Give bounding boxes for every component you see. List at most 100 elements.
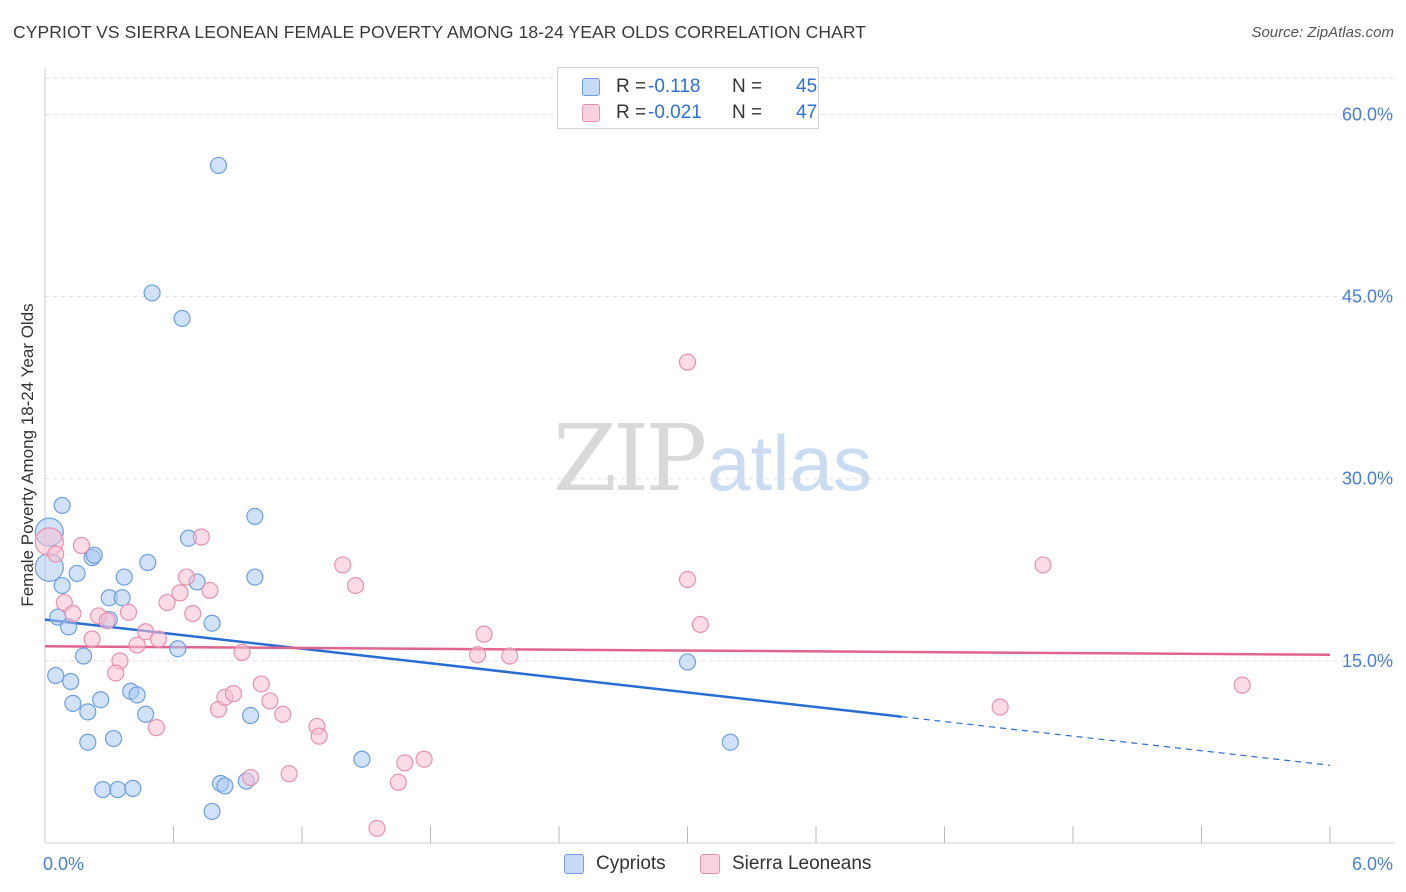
sierra-leonean-point (158, 593, 176, 612)
cypriot-point (128, 686, 146, 704)
cypriot-point (124, 779, 142, 797)
trend-lines (44, 618, 1331, 766)
sierra-leonean-point (201, 581, 219, 600)
cypriot-point (143, 284, 161, 302)
sierra-leonean-point (233, 643, 251, 661)
sierra-leonean-point (47, 545, 65, 563)
cypriot-point (139, 553, 157, 572)
legend-swatch-pink (582, 104, 600, 122)
cypriot-point (203, 614, 221, 632)
sierra-leonean-point (991, 698, 1009, 716)
cypriot-point (246, 568, 264, 586)
sierra-leonean-point (396, 754, 414, 772)
legend-n-value: 45 (796, 76, 818, 97)
cypriot-point (216, 777, 234, 795)
sierra-leonean-point (107, 664, 125, 682)
legend-r-label: R = (616, 102, 647, 123)
cypriot-point (353, 750, 371, 768)
cypriot-point (115, 568, 133, 586)
sierra-leonean-trend-line (44, 645, 1331, 657)
cypriot-point (678, 653, 697, 671)
y-tick-label: 45.0% (1342, 287, 1393, 307)
cypriot-point (79, 703, 97, 721)
cypriot-point (137, 705, 155, 723)
sierra-leonean-point (137, 623, 155, 641)
sierra-leonean-point (469, 646, 487, 664)
legend-r-value: -0.118 (648, 76, 701, 97)
x-tick-label: 6.0% (1352, 854, 1393, 874)
sierra-leonean-point (415, 750, 433, 768)
cypriot-trend-line (44, 618, 902, 718)
cypriot-point (92, 691, 110, 709)
sierra-leonean-point (678, 353, 697, 371)
sierra-leonean-point (389, 773, 407, 791)
sierra-leonean-point (1034, 556, 1052, 574)
legend-label-sierra-leoneans: Sierra Leoneans (732, 853, 872, 874)
chart-title: CYPRIOT VS SIERRA LEONEAN FEMALE POVERTY… (13, 22, 867, 42)
y-tick-label: 60.0% (1342, 104, 1393, 124)
cypriot-point (53, 496, 71, 515)
cypriot-point (79, 733, 97, 751)
cypriot-point (64, 694, 82, 712)
cypriot-point (109, 780, 127, 799)
cypriot-point (62, 672, 80, 691)
legend-r-value: -0.021 (648, 102, 702, 123)
sierra-leonean-point (310, 727, 328, 745)
sierra-leonean-point (475, 625, 493, 643)
legend-label-cypriots: Cypriots (596, 853, 666, 874)
cypriot-point (74, 647, 93, 665)
sierra-leonean-point (252, 675, 270, 693)
sierra-leonean-point (83, 630, 101, 648)
sierra-leonean-point (171, 584, 189, 602)
sierra-leonean-point (678, 570, 697, 589)
sierra-leonean-point (274, 705, 292, 723)
axes (44, 68, 1395, 844)
cypriot-point (169, 640, 187, 658)
sierra-leonean-point (280, 765, 298, 783)
sierra-leonean-point (224, 685, 243, 703)
legend-n-label: N = (732, 76, 763, 97)
sierra-leonean-point (119, 603, 138, 621)
sierra-leonean-point (149, 630, 168, 648)
cypriot-point (242, 706, 260, 725)
sierra-leonean-point (334, 556, 352, 574)
cypriot-point (68, 564, 86, 583)
source-label: Source: ZipAtlas.com (1251, 24, 1394, 41)
legend-item-cypriots[interactable]: Cypriots (564, 852, 666, 876)
sierra-leonean-point (98, 612, 116, 630)
sierra-leonean-point (368, 819, 386, 838)
cypriot-point (113, 589, 131, 607)
cypriot-point (53, 576, 71, 595)
sierra-leonean-point (691, 615, 709, 634)
cypriot-point (173, 309, 191, 328)
data-points (34, 156, 1251, 838)
cypriot-point (209, 156, 228, 175)
cypriot-point (94, 780, 112, 799)
legend-swatch-pink (700, 854, 720, 874)
sierra-leonean-point (242, 768, 260, 787)
sierra-leonean-point (184, 604, 202, 623)
legend-r-label: R = (616, 76, 647, 97)
sierra-leonean-point (72, 536, 91, 555)
x-tick-label: 0.0% (43, 854, 84, 874)
cypriot-point (203, 802, 221, 821)
legend-swatch-blue (582, 78, 600, 96)
legend-swatch-blue (564, 854, 584, 874)
sierra-leonean-point (147, 719, 165, 737)
legend-item-sierra-leoneans[interactable]: Sierra Leoneans (700, 852, 871, 876)
legend-n-label: N = (732, 102, 763, 123)
cypriot-trend-extension (901, 716, 1331, 766)
sierra-leonean-point (346, 576, 365, 595)
legend-n-value: 47 (796, 102, 818, 123)
sierra-leonean-point (177, 568, 195, 586)
y-tick-label: 30.0% (1342, 469, 1393, 489)
correlation-legend: R = -0.118 N = 45 R = -0.021 N = 47 (557, 67, 819, 129)
sierra-leonean-point (128, 636, 146, 654)
cypriot-point (85, 546, 103, 564)
sierra-leonean-point (501, 647, 519, 665)
sierra-leonean-point (192, 528, 210, 546)
cypriot-point (721, 733, 739, 751)
cypriot-point (246, 507, 264, 525)
sierra-leonean-point (64, 604, 82, 623)
